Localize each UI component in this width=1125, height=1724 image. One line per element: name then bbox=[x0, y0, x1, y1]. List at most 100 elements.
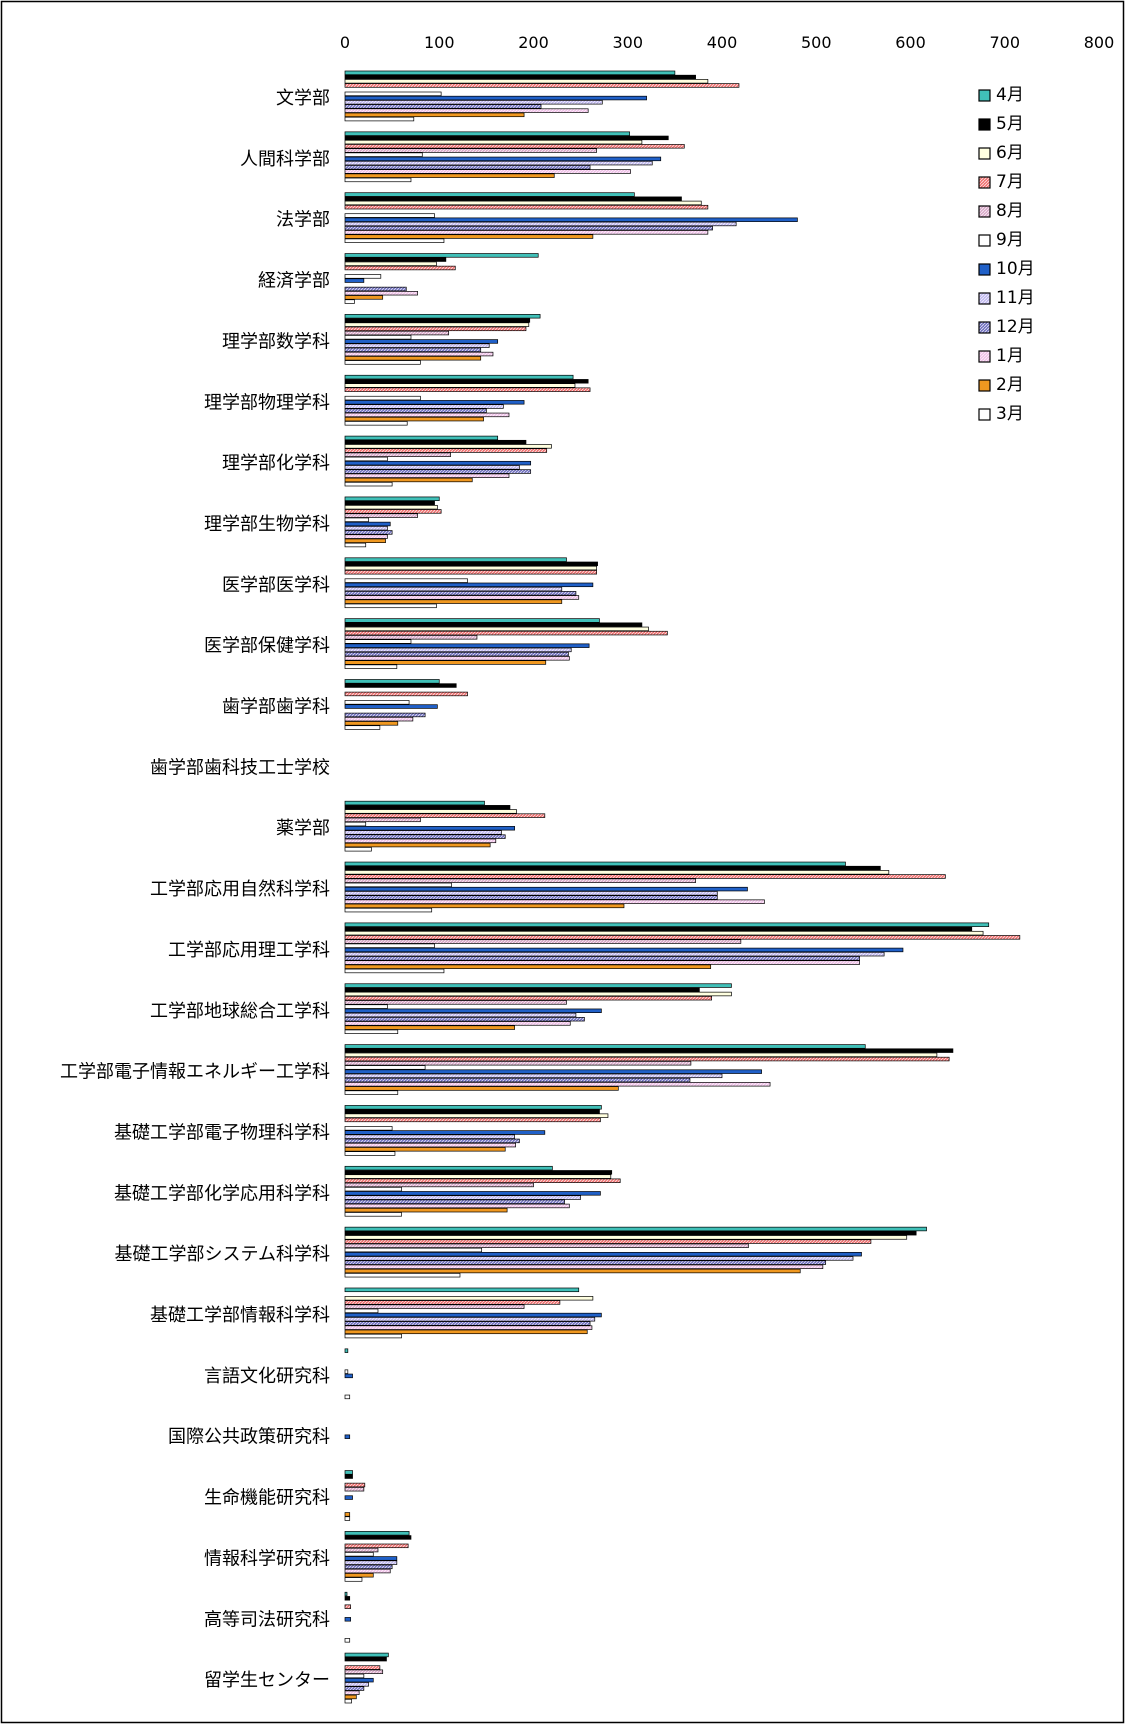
bar bbox=[344, 1186, 402, 1192]
bar bbox=[344, 1069, 762, 1074]
bar bbox=[344, 509, 442, 514]
bar bbox=[344, 939, 742, 944]
bar bbox=[344, 630, 668, 636]
bar bbox=[344, 1239, 872, 1244]
bar bbox=[344, 1317, 596, 1322]
bar bbox=[344, 1287, 580, 1293]
bar bbox=[344, 213, 435, 218]
bar bbox=[344, 995, 712, 1001]
bar bbox=[344, 891, 718, 896]
bar bbox=[344, 809, 517, 814]
bar bbox=[344, 265, 456, 271]
bar bbox=[344, 1134, 515, 1139]
bar bbox=[344, 700, 410, 705]
bar bbox=[344, 152, 423, 157]
bar bbox=[344, 1617, 352, 1622]
bar bbox=[344, 834, 506, 839]
bar bbox=[344, 691, 468, 697]
bar bbox=[344, 156, 662, 162]
bar bbox=[344, 1021, 571, 1026]
bar bbox=[344, 1029, 399, 1034]
bar bbox=[344, 1044, 866, 1049]
category-label: 文学部 bbox=[276, 88, 330, 109]
bar bbox=[344, 821, 367, 827]
bar bbox=[344, 899, 765, 904]
bar bbox=[344, 395, 421, 401]
bar bbox=[344, 383, 576, 388]
bar bbox=[344, 1256, 854, 1261]
category-label: 基礎工学部システム科学科 bbox=[115, 1244, 330, 1265]
x-tick-label: 400 bbox=[707, 33, 738, 52]
bar bbox=[344, 1308, 379, 1314]
bar bbox=[344, 379, 589, 384]
x-tick-label: 200 bbox=[518, 33, 549, 52]
legend-swatch bbox=[978, 379, 991, 392]
bar bbox=[344, 561, 598, 567]
bar bbox=[344, 439, 527, 445]
bar bbox=[344, 656, 570, 661]
bar bbox=[344, 291, 418, 296]
bar bbox=[344, 1247, 483, 1253]
bar bbox=[344, 1474, 353, 1479]
legend-label: 6月 bbox=[996, 143, 1024, 163]
bar bbox=[344, 1535, 412, 1540]
bar bbox=[344, 456, 388, 462]
bar bbox=[344, 542, 367, 548]
bar bbox=[344, 473, 510, 478]
x-tick-label: 0 bbox=[340, 33, 350, 52]
bar bbox=[344, 513, 418, 518]
bar bbox=[344, 500, 435, 506]
category-label: 医学部保健学科 bbox=[204, 636, 330, 657]
bar bbox=[344, 907, 433, 913]
bar bbox=[344, 591, 577, 596]
bar bbox=[344, 1272, 461, 1278]
bar bbox=[344, 1482, 366, 1488]
legend: 4月 5月 6月 7月 8月 9月 10月 11月 12月 1月 2月 3月 bbox=[978, 85, 1035, 424]
bar bbox=[344, 274, 382, 279]
bar bbox=[344, 643, 590, 648]
bar bbox=[344, 404, 504, 409]
bar bbox=[344, 1008, 602, 1014]
category-label: 理学部物理学科 bbox=[204, 392, 330, 413]
x-tick-label: 300 bbox=[612, 33, 643, 52]
bar bbox=[344, 1434, 351, 1439]
bar bbox=[344, 865, 881, 871]
bar bbox=[344, 1086, 619, 1091]
bar bbox=[344, 196, 682, 201]
bar bbox=[344, 225, 713, 231]
bar bbox=[344, 517, 369, 523]
bar bbox=[344, 1556, 398, 1561]
bar bbox=[344, 1348, 349, 1353]
bar bbox=[344, 230, 709, 235]
bar bbox=[344, 1686, 365, 1691]
category-label: 薬学部 bbox=[276, 818, 330, 839]
bar bbox=[344, 639, 412, 644]
bar bbox=[344, 1195, 581, 1200]
bar bbox=[344, 647, 572, 653]
bar bbox=[344, 1226, 927, 1232]
bar bbox=[344, 1012, 577, 1018]
category-axis: 文学部人間科学部法学部経済学部理学部数学科理学部物理学科理学部化学科理学部生物学… bbox=[60, 88, 330, 1691]
bar bbox=[344, 618, 600, 623]
legend-swatch bbox=[978, 205, 991, 218]
bar bbox=[344, 1665, 381, 1670]
bar bbox=[344, 800, 485, 806]
category-label: 理学部数学科 bbox=[222, 331, 330, 352]
bar bbox=[344, 326, 527, 332]
bar bbox=[344, 165, 591, 170]
bar bbox=[344, 1056, 950, 1062]
legend-label: 2月 bbox=[996, 375, 1024, 395]
legend-label: 5月 bbox=[996, 114, 1024, 134]
bar bbox=[344, 112, 525, 118]
bar bbox=[344, 1065, 426, 1070]
bar bbox=[344, 842, 491, 848]
category-label: 理学部化学科 bbox=[222, 453, 330, 474]
bar bbox=[344, 1052, 938, 1058]
bar bbox=[344, 1369, 349, 1374]
category-label: 基礎工学部電子物理科学科 bbox=[114, 1122, 330, 1143]
bar bbox=[344, 1698, 352, 1704]
bar bbox=[344, 838, 497, 844]
bar bbox=[344, 481, 393, 487]
bar bbox=[344, 1596, 351, 1601]
bar bbox=[344, 882, 452, 888]
